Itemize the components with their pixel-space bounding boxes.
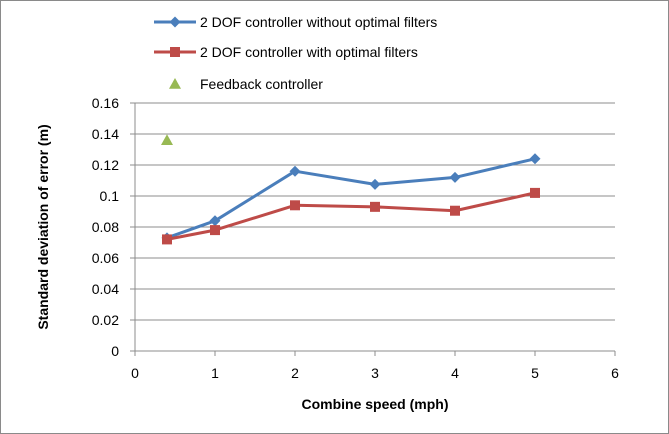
y-tick-label: 0.06 — [92, 250, 119, 266]
legend-marker — [170, 47, 180, 57]
y-tick-label: 0.08 — [92, 219, 119, 235]
data-point — [369, 178, 381, 190]
data-point — [370, 201, 380, 212]
series-line — [166, 191, 536, 241]
y-tick-label: 0.04 — [92, 281, 119, 297]
legend-entry-3: Feedback controller — [169, 76, 323, 92]
tick-labels: 0 1 2 3 4 5 6 0 0.02 0.04 0.06 0.08 0.1 0.12 0.14 0.16 — [92, 95, 619, 381]
x-tick-label: 6 — [611, 365, 619, 381]
legend-label: 2 DOF controller without optimal filters — [200, 14, 437, 30]
x-tick-label: 3 — [371, 365, 379, 381]
axes — [130, 102, 616, 356]
data-point — [529, 153, 541, 165]
x-axis-title: Combine speed (mph) — [301, 396, 448, 412]
x-tick-label: 1 — [211, 365, 219, 381]
data-point — [209, 215, 221, 227]
series-2 — [162, 187, 540, 245]
y-tick-label: 0.02 — [92, 312, 119, 328]
x-tick-label: 0 — [131, 365, 139, 381]
y-tick-label: 0 — [111, 343, 119, 359]
y-axis-title: Standard deviation of error (m) — [35, 124, 51, 329]
data-point — [162, 234, 172, 245]
series-3 — [161, 134, 173, 145]
x-tick-label: 2 — [291, 365, 299, 381]
series-group — [161, 134, 541, 245]
series-line — [166, 157, 536, 240]
legend-entry-2: 2 DOF controller with optimal filters — [154, 44, 418, 60]
gridlines — [135, 102, 615, 321]
y-tick-label: 0.16 — [92, 95, 119, 111]
y-tick-label: 0.14 — [92, 126, 119, 142]
legend-marker — [169, 16, 181, 28]
x-tick-label: 5 — [531, 365, 539, 381]
legend-entry-1: 2 DOF controller without optimal filters — [154, 14, 437, 30]
legend: 2 DOF controller without optimal filters… — [154, 14, 437, 92]
data-point — [290, 200, 300, 211]
data-point — [161, 134, 173, 145]
data-point — [449, 171, 461, 183]
x-tick-label: 4 — [451, 365, 459, 381]
legend-label: 2 DOF controller with optimal filters — [200, 44, 418, 60]
legend-marker — [169, 78, 181, 89]
data-point — [530, 187, 540, 198]
y-tick-label: 0.12 — [92, 157, 119, 173]
data-point — [289, 165, 301, 177]
data-point — [210, 225, 220, 236]
data-point — [450, 205, 460, 216]
y-tick-label: 0.1 — [100, 188, 120, 204]
legend-label: Feedback controller — [200, 76, 323, 92]
